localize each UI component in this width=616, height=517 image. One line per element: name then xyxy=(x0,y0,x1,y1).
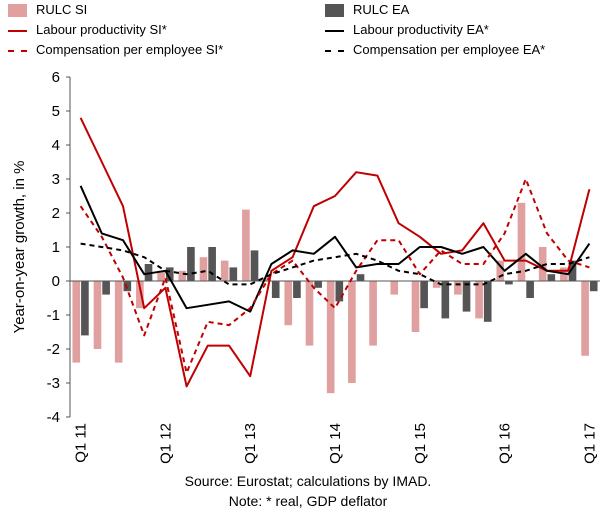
bar-rulc-si xyxy=(390,281,399,295)
bar-rulc-si xyxy=(432,281,441,288)
y-tick-label: 5 xyxy=(52,103,60,120)
bar-rulc-si xyxy=(348,281,356,383)
bar-rulc-ea xyxy=(208,247,216,281)
bar-rulc-ea xyxy=(102,281,110,295)
bar-rulc-ea xyxy=(229,267,238,281)
y-tick-label: 1 xyxy=(52,239,60,256)
bar-rulc-ea xyxy=(505,281,513,285)
bar-rulc-ea xyxy=(462,281,471,312)
bar-rulc-si xyxy=(581,281,589,356)
x-tick-label: Q1 13 xyxy=(242,423,259,464)
bar-rulc-ea xyxy=(123,281,132,292)
x-tick-label: Q1 14 xyxy=(327,423,344,464)
bar-rulc-si xyxy=(454,281,462,295)
chart-plot: -4 -3 -2 -1 0 1 2 3 4 5 6 Year-on-year growth, in %… xyxy=(11,69,600,464)
legend-swatch-rulc-si xyxy=(8,4,27,17)
bar-rulc-ea xyxy=(314,281,322,288)
y-tick-label: -1 xyxy=(47,307,60,324)
legend-swatch-rulc-ea xyxy=(325,4,344,17)
bar-rulc-ea xyxy=(335,281,344,302)
footnote: Note: * real, GDP deflator xyxy=(228,493,388,509)
bar-rulc-si xyxy=(411,281,420,332)
bar-rulc-si xyxy=(157,270,165,281)
bar-rulc-si xyxy=(178,270,187,281)
bar-rulc-si xyxy=(93,281,102,349)
legend-swatch-compensation-si xyxy=(8,50,27,52)
y-tick-label: -4 xyxy=(47,409,60,426)
line-compensation-si xyxy=(79,178,590,374)
bar-rulc-si xyxy=(242,209,250,281)
y-tick-label: 3 xyxy=(52,171,60,188)
y-tick-label: 6 xyxy=(52,69,60,86)
x-tick-label: Q1 11 xyxy=(73,423,90,463)
y-tick-label: 2 xyxy=(52,205,60,222)
y-tick-label: -2 xyxy=(47,341,60,358)
bar-rulc-ea xyxy=(420,281,428,309)
y-tick-label: 4 xyxy=(52,137,60,154)
bar-rulc-si xyxy=(326,281,335,394)
y-tick-label: -3 xyxy=(47,375,60,392)
y-tick-label: 0 xyxy=(52,273,60,290)
legend-label-productivity-si: Labour productivity SI* xyxy=(36,22,167,37)
bar-rulc-si xyxy=(220,260,229,281)
y-axis-title: Year-on-year growth, in % xyxy=(11,161,28,334)
bar-rulc-ea xyxy=(589,281,598,292)
bar-rulc-ea xyxy=(547,274,556,281)
bar-rulc-si xyxy=(538,247,547,281)
bar-rulc-si xyxy=(199,257,208,281)
legend-label-rulc-ea: RULC EA xyxy=(353,2,410,17)
bar-rulc-si xyxy=(517,202,526,281)
bar-rulc-ea xyxy=(250,250,259,281)
bar-rulc-ea xyxy=(568,260,577,281)
bar-rulc-ea xyxy=(271,281,280,298)
bar-rulc-ea xyxy=(526,281,534,298)
bar-rulc-ea xyxy=(293,281,301,298)
bar-rulc-si xyxy=(305,281,314,346)
bar-rulc-si xyxy=(496,260,505,281)
legend-label-compensation-ea: Compensation per employee EA* xyxy=(353,42,546,57)
x-tick-label: Q1 15 xyxy=(412,423,429,464)
bar-rulc-si xyxy=(136,281,144,309)
bar-rulc-si xyxy=(284,281,293,326)
legend-swatch-compensation-ea xyxy=(325,50,344,52)
legend-swatch-productivity-ea xyxy=(325,30,344,32)
x-tick-label: Q1 16 xyxy=(497,423,514,464)
legend-label-compensation-si: Compensation per employee SI* xyxy=(36,42,224,57)
line-productivity-ea xyxy=(79,185,591,313)
x-tick-label: Q1 12 xyxy=(157,423,174,464)
bar-rulc-si xyxy=(114,281,123,363)
legend-swatch-productivity-si xyxy=(8,30,27,32)
source-note: Source: Eurostat; calculations by IMAD. xyxy=(184,473,432,489)
x-tick-label: Q1 17 xyxy=(581,423,598,464)
bar-rulc-ea xyxy=(81,281,89,336)
line-productivity-si xyxy=(79,117,591,388)
bar-rulc-si xyxy=(369,281,377,346)
bar-rulc-ea xyxy=(441,281,450,319)
bar-rulc-ea xyxy=(165,267,174,281)
legend-label-productivity-ea: Labour productivity EA* xyxy=(353,22,489,37)
bar-rulc-ea xyxy=(187,247,195,281)
bar-rulc-si xyxy=(72,281,81,363)
bar-rulc-si xyxy=(475,281,483,319)
line-compensation-ea xyxy=(80,242,590,286)
legend-label-rulc-si: RULC SI xyxy=(36,2,88,17)
bar-rulc-ea xyxy=(356,274,365,281)
bar-rulc-ea xyxy=(483,281,492,322)
